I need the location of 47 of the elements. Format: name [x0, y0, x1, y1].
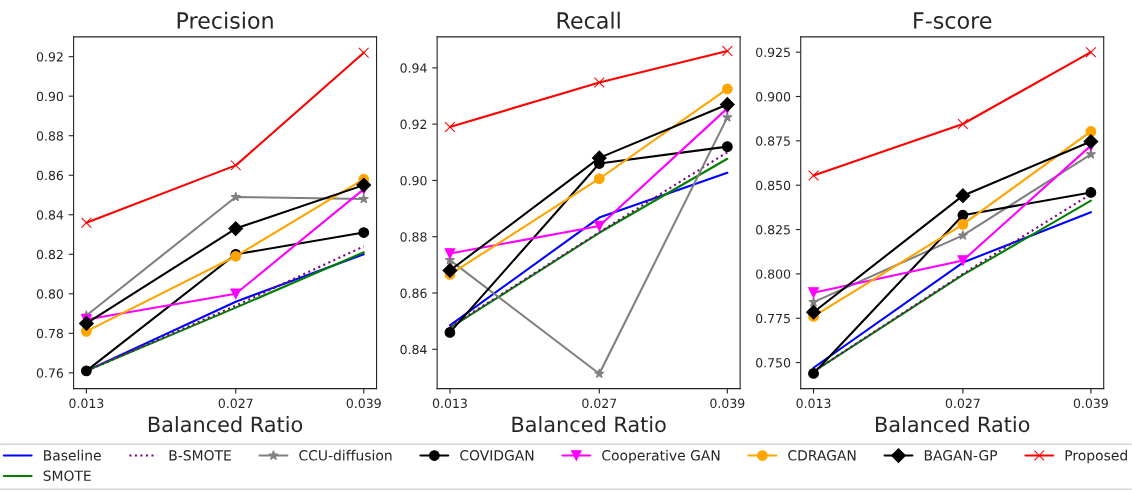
y-tick-label: 0.800: [756, 269, 791, 279]
y-tick-label: 0.900: [756, 91, 791, 102]
y-tick-label: 0.825: [756, 225, 790, 235]
x-tick-label: 0.039: [346, 398, 381, 409]
y-tick-label: 0.925: [756, 47, 790, 58]
x-tick-label: 0.039: [1073, 398, 1108, 409]
legend-label: BAGAN-GP: [924, 450, 998, 461]
legend-label: CDRAGAN: [788, 450, 856, 461]
legend-label: CCU-diffusion: [299, 449, 392, 461]
y-tick-label: 0.90: [36, 91, 64, 102]
x-tick-label: 0.039: [710, 398, 745, 409]
x-tick-label: 0.013: [432, 398, 467, 409]
y-tick-label: 0.76: [36, 368, 64, 378]
x-tick-label: 0.027: [945, 398, 980, 409]
y-tick-label: 0.92: [36, 52, 63, 62]
y-tick-label: 0.82: [36, 249, 63, 260]
y-tick-label: 0.84: [400, 344, 427, 355]
legend-label: SMOTE: [43, 470, 91, 481]
y-tick-label: 0.86: [400, 288, 427, 298]
y-tick-label: 0.875: [756, 136, 790, 146]
x-tick-label: 0.027: [218, 398, 253, 409]
x-tick-label: 0.013: [796, 398, 831, 409]
chart-title: F-score: [914, 12, 992, 29]
y-tick-label: 0.80: [36, 289, 64, 299]
y-tick-label: 0.94: [400, 63, 427, 73]
chart-title: Recall: [557, 11, 620, 29]
y-tick-label: 0.88: [36, 131, 63, 141]
x-axis-title: Balanced Ratio: [876, 416, 1030, 433]
legend-label: COVIDGAN: [460, 450, 534, 461]
legend-label: Baseline: [44, 449, 101, 461]
y-tick-label: 0.88: [400, 232, 427, 242]
y-tick-label: 0.90: [400, 175, 427, 186]
chart-title: Precision: [177, 11, 273, 29]
x-axis-title: Balanced Ratio: [148, 416, 303, 433]
x-tick-label: 0.027: [582, 398, 617, 409]
y-tick-label: 0.775: [756, 313, 790, 324]
x-tick-label: 0.013: [69, 398, 104, 409]
x-axis-title: Balanced Ratio: [512, 416, 666, 433]
y-tick-label: 0.92: [400, 119, 427, 130]
y-tick-label: 0.86: [36, 170, 64, 181]
legend-label: B-SMOTE: [169, 450, 231, 461]
legend-label: Proposed: [1065, 449, 1127, 464]
y-tick-label: 0.750: [756, 358, 791, 368]
y-tick-label: 0.84: [36, 210, 64, 220]
legend-label: Cooperative GAN: [602, 449, 720, 464]
y-tick-label: 0.78: [36, 328, 63, 339]
y-tick-label: 0.850: [756, 180, 791, 191]
